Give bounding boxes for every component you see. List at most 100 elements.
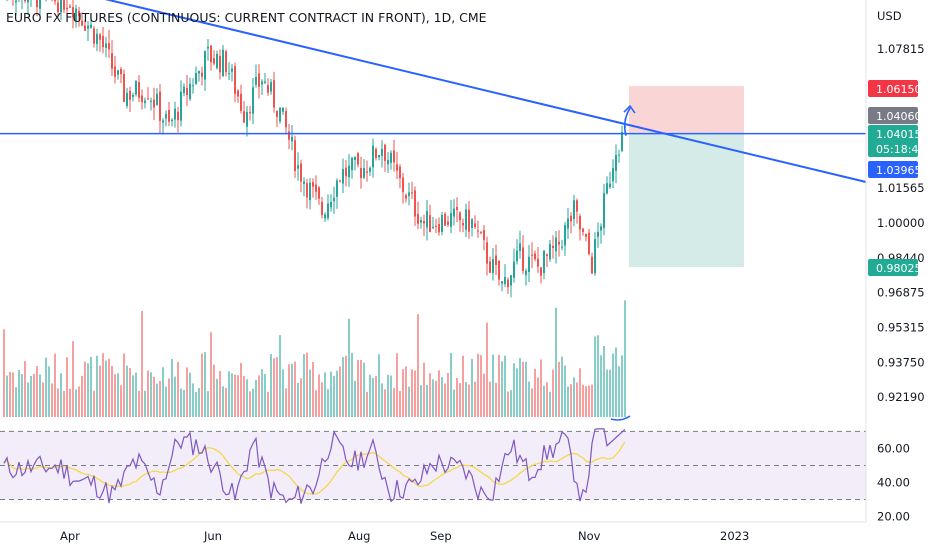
candle-body bbox=[78, 10, 80, 17]
candle-body bbox=[516, 250, 518, 262]
candle-body bbox=[381, 148, 383, 156]
candle-body bbox=[471, 219, 473, 228]
volume-bar bbox=[231, 373, 233, 417]
volume-bar bbox=[294, 361, 296, 417]
volume-bar bbox=[90, 356, 92, 417]
price-tick-label: 1.01565 bbox=[877, 181, 925, 195]
candle-body bbox=[549, 243, 551, 260]
candle-body bbox=[117, 70, 119, 75]
volume-bar bbox=[309, 369, 311, 417]
volume-bar bbox=[450, 352, 452, 417]
candle-body bbox=[93, 28, 95, 44]
volume-bar bbox=[150, 372, 152, 417]
candle-body bbox=[309, 182, 311, 200]
candle-body bbox=[585, 233, 587, 237]
candle-body bbox=[165, 114, 167, 119]
candle-body bbox=[198, 70, 200, 74]
candle-body bbox=[303, 181, 305, 184]
volume-bar bbox=[423, 362, 425, 417]
volume-bar bbox=[333, 375, 335, 417]
candle-body bbox=[195, 73, 197, 84]
candle-body bbox=[324, 214, 326, 219]
volume-bar bbox=[15, 387, 17, 417]
candle-body bbox=[450, 213, 452, 227]
candle-body bbox=[603, 193, 605, 228]
candle-body bbox=[612, 168, 614, 182]
volume-bar bbox=[210, 332, 212, 417]
volume-bar bbox=[597, 335, 599, 417]
volume-bar bbox=[240, 362, 242, 417]
volume-bar bbox=[546, 382, 548, 417]
volume-bar bbox=[519, 358, 521, 417]
candle-body bbox=[54, 0, 56, 2]
candle-body bbox=[570, 215, 572, 222]
candle-body bbox=[552, 245, 554, 248]
candle-body bbox=[111, 53, 113, 69]
volume-bar bbox=[93, 390, 95, 417]
candle-body bbox=[171, 119, 173, 122]
candle-body bbox=[312, 182, 314, 187]
volume-bar bbox=[45, 357, 47, 417]
candle-body bbox=[96, 33, 98, 45]
candle-body bbox=[192, 85, 194, 87]
candle-body bbox=[519, 243, 521, 252]
candle-body bbox=[66, 7, 68, 10]
volume-bar bbox=[435, 380, 437, 417]
volume-bar bbox=[456, 378, 458, 417]
candle-body bbox=[222, 49, 224, 76]
candle-body bbox=[435, 225, 437, 227]
volume-bar bbox=[543, 385, 545, 417]
volume-bar bbox=[570, 384, 572, 417]
candle-body bbox=[384, 144, 386, 161]
candle-body bbox=[153, 99, 155, 108]
volume-bar bbox=[27, 382, 29, 417]
volume-bar bbox=[111, 365, 113, 417]
volume-bar bbox=[369, 374, 371, 417]
volume-bar bbox=[126, 365, 128, 417]
rsi-line bbox=[3, 428, 626, 504]
candle-body bbox=[114, 66, 116, 77]
volume-bar bbox=[513, 363, 515, 417]
candle-body bbox=[561, 246, 563, 248]
svg-text:0.98025: 0.98025 bbox=[876, 262, 922, 275]
volume-bar bbox=[360, 359, 362, 417]
volume-bar bbox=[66, 357, 68, 417]
volume-bar bbox=[18, 369, 20, 417]
candle-body bbox=[228, 73, 230, 75]
currency-label: USD bbox=[877, 9, 902, 23]
volume-bar bbox=[57, 388, 59, 417]
candle-body bbox=[336, 180, 338, 197]
volume-bar bbox=[417, 314, 419, 417]
volume-bar bbox=[564, 365, 566, 417]
volume-bar bbox=[276, 357, 278, 417]
volume-bar bbox=[102, 353, 104, 417]
price-axis-ticks[interactable]: 1.078151.015651.000000.984400.968750.953… bbox=[877, 42, 925, 404]
volume-bar bbox=[192, 383, 194, 417]
candle-body bbox=[264, 81, 266, 83]
volume-bar bbox=[153, 376, 155, 417]
volume-bar bbox=[408, 386, 410, 417]
volume-bar bbox=[504, 355, 506, 417]
volume-bar bbox=[54, 353, 56, 417]
candle-body bbox=[453, 208, 455, 217]
candle-body bbox=[555, 237, 557, 252]
time-axis[interactable]: Apr Jun Aug Sep Nov 2023 bbox=[60, 529, 749, 543]
volume-bar bbox=[315, 390, 317, 417]
candle-body bbox=[132, 95, 134, 97]
candle-body bbox=[75, 8, 77, 22]
volume-bar bbox=[87, 363, 89, 417]
candle-body bbox=[606, 183, 608, 194]
candle-body bbox=[156, 93, 158, 105]
candle-body bbox=[252, 87, 254, 114]
trendline[interactable] bbox=[4, 0, 867, 183]
volume-bar bbox=[300, 378, 302, 417]
volume-bar bbox=[33, 373, 35, 417]
volume-bar bbox=[141, 310, 143, 417]
volume-bar bbox=[615, 347, 617, 417]
stop-loss-zone[interactable] bbox=[629, 86, 744, 133]
take-profit-zone[interactable] bbox=[629, 132, 744, 268]
volume-bar bbox=[72, 341, 74, 417]
bar-countdown: 05:18:42 bbox=[876, 143, 925, 156]
